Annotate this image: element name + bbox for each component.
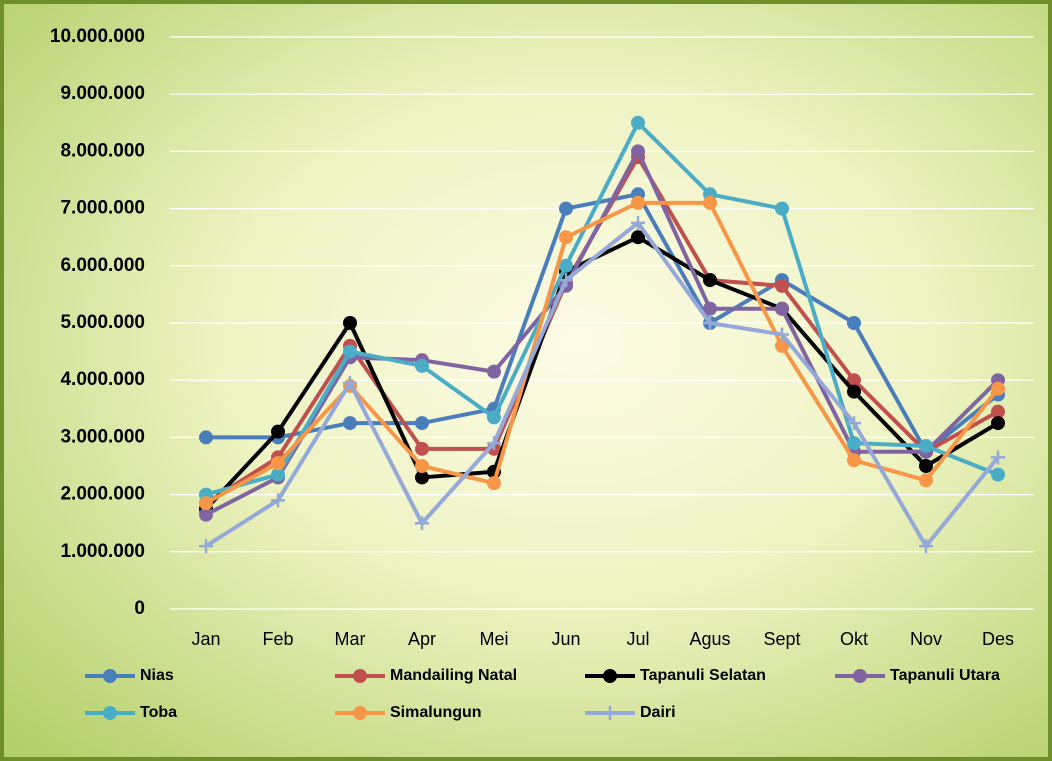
marker [415,459,429,473]
x-tick-label: Nov [910,629,942,649]
x-tick-label: Jul [626,629,649,649]
marker [631,144,645,159]
legend-label: Dairi [640,704,676,721]
series-line [204,235,1000,511]
marker [271,424,285,439]
legend-label: Simalungun [390,704,482,721]
marker [559,230,573,245]
marker [271,493,285,508]
marker [271,467,285,482]
x-tick-label: Des [982,629,1014,649]
series-line [206,192,1000,454]
marker [847,436,861,451]
marker [559,258,573,273]
y-tick-label: 10.000.000 [50,26,145,47]
y-tick-label: 0 [134,598,145,619]
x-tick-label: Feb [262,629,293,649]
marker [847,453,861,468]
marker [775,301,789,316]
legend-marker [103,669,117,683]
marker [487,436,501,451]
legend-label: Tapanuli Utara [890,667,1000,684]
marker [919,438,933,453]
legend-marker [353,706,367,720]
series-line [204,220,1000,549]
legend-marker [353,669,367,683]
legend-label: Toba [140,704,177,721]
y-tick-label: 2.000.000 [60,484,145,505]
x-tick-label: Jun [551,629,580,649]
marker [631,215,645,230]
marker [847,384,861,399]
legend-marker [853,669,867,683]
marker [199,430,213,445]
y-tick-label: 5.000.000 [60,312,145,333]
marker [199,507,213,522]
marker [703,273,717,288]
marker [415,416,429,431]
y-tick-label: 7.000.000 [60,198,145,219]
marker [415,441,429,456]
marker [919,539,933,554]
x-tick-label: Agus [689,629,730,649]
marker [847,416,861,431]
legend-label: Nias [140,667,174,684]
y-tick-label: 3.000.000 [60,426,145,447]
marker [703,195,717,210]
marker [775,201,789,216]
legend-label: Tapanuli Selatan [640,667,766,684]
marker [343,344,357,359]
marker [487,364,501,379]
marker [847,316,861,330]
marker [415,516,429,531]
x-tick-label: Sept [763,629,800,649]
marker [919,473,933,488]
marker [343,376,357,391]
marker [343,316,357,330]
x-tick-label: Apr [408,629,436,649]
marker [487,476,501,491]
x-tick-label: Okt [840,629,868,649]
marker [775,338,789,353]
marker [775,278,789,293]
marker [631,230,645,245]
marker [199,496,213,511]
marker [343,416,357,431]
legend-label: Mandailing Natal [390,667,517,684]
marker [487,410,501,425]
x-tick-label: Jan [191,629,220,649]
marker [847,373,861,388]
marker [919,459,933,473]
legend-marker [603,669,617,683]
marker [631,115,645,130]
marker [991,450,1005,465]
marker [991,416,1005,431]
marker [559,201,573,216]
marker [991,467,1005,482]
marker [991,404,1005,419]
y-tick-label: 4.000.000 [60,369,145,390]
marker [199,539,213,554]
marker [703,301,717,316]
y-tick-label: 8.000.000 [60,140,145,161]
marker [559,273,573,288]
x-tick-label: Mei [479,629,508,649]
y-tick-label: 6.000.000 [60,255,145,276]
legend-marker [103,706,117,720]
marker [271,456,285,471]
marker [415,470,429,485]
marker [415,358,429,373]
marker [703,316,717,330]
marker [775,327,789,342]
marker [631,195,645,210]
x-tick-label: Mar [335,629,366,649]
y-tick-label: 1.000.000 [60,541,145,562]
legend-marker [603,706,617,720]
marker [991,381,1005,396]
y-tick-label: 9.000.000 [60,83,145,104]
